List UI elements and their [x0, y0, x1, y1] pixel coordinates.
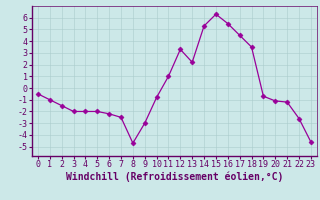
- X-axis label: Windchill (Refroidissement éolien,°C): Windchill (Refroidissement éolien,°C): [66, 172, 283, 182]
